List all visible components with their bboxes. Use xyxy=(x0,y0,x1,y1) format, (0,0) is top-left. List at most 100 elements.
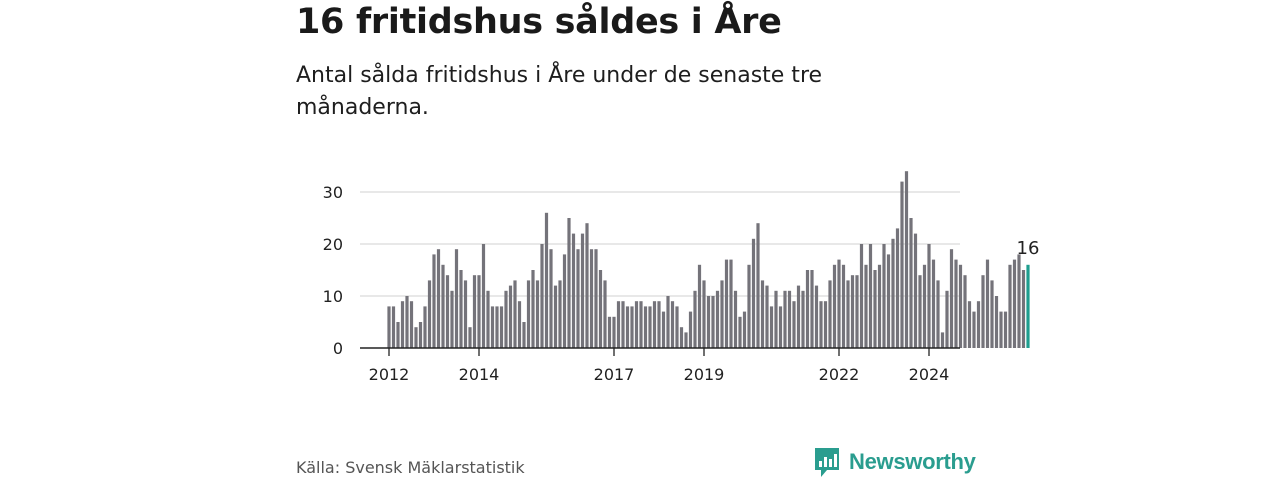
bar xyxy=(756,223,760,348)
bar xyxy=(598,270,603,348)
bar xyxy=(949,249,954,348)
bar xyxy=(508,285,513,348)
bar xyxy=(765,285,769,348)
bar xyxy=(877,264,882,348)
bar xyxy=(967,301,972,348)
bar xyxy=(693,290,697,348)
bar xyxy=(882,244,886,348)
bar xyxy=(1012,259,1017,348)
bar xyxy=(486,290,490,348)
bar xyxy=(729,259,733,348)
bar xyxy=(805,270,810,348)
bar xyxy=(621,301,625,348)
bar xyxy=(1017,254,1021,348)
y-tick-label: 20 xyxy=(323,235,343,254)
bar xyxy=(661,311,666,348)
bar xyxy=(891,238,895,348)
bar xyxy=(837,259,841,348)
x-tick-label: 2017 xyxy=(594,365,635,384)
bar xyxy=(855,275,859,348)
bar xyxy=(400,301,405,348)
bar xyxy=(720,280,724,348)
bar xyxy=(769,306,774,348)
bar xyxy=(490,306,495,348)
bar xyxy=(724,259,729,348)
bar xyxy=(675,306,679,348)
x-tick-label: 2012 xyxy=(369,365,410,384)
x-tick-label: 2014 xyxy=(459,365,500,384)
bar xyxy=(1008,264,1012,348)
bar xyxy=(900,181,904,348)
bar xyxy=(1003,311,1008,348)
bar xyxy=(580,233,585,348)
bar xyxy=(868,244,873,348)
bar xyxy=(652,301,657,348)
bar xyxy=(774,290,778,348)
y-tick-label: 10 xyxy=(323,287,343,306)
bar xyxy=(666,296,670,348)
bar xyxy=(904,171,909,348)
bar xyxy=(535,280,540,348)
bar xyxy=(697,264,702,348)
bar xyxy=(549,249,553,348)
bar xyxy=(684,332,688,348)
chart-title: 16 fritidshus såldes i Åre xyxy=(296,2,782,42)
bar xyxy=(472,275,477,348)
bar xyxy=(634,301,639,348)
bar xyxy=(783,290,787,348)
source-note: Källa: Svensk Mäklarstatistik xyxy=(296,458,525,477)
bar xyxy=(643,306,648,348)
bar xyxy=(414,327,418,348)
bar xyxy=(909,218,913,348)
bar xyxy=(427,280,432,348)
bar xyxy=(841,264,846,348)
bar xyxy=(985,259,990,348)
newsworthy-icon xyxy=(815,448,839,477)
bar xyxy=(945,290,949,348)
bar xyxy=(738,316,742,348)
bar xyxy=(742,311,747,348)
bar xyxy=(990,280,994,348)
bar xyxy=(468,327,472,348)
bar xyxy=(801,290,805,348)
bar xyxy=(517,301,522,348)
bar xyxy=(432,254,436,348)
bar xyxy=(450,290,454,348)
bar xyxy=(787,290,792,348)
bar xyxy=(625,306,630,348)
bar xyxy=(616,301,621,348)
bar xyxy=(972,311,976,348)
bar xyxy=(864,264,868,348)
bar xyxy=(931,259,936,348)
bar xyxy=(589,249,594,348)
bar xyxy=(495,306,499,348)
bar xyxy=(526,280,531,348)
bar xyxy=(981,275,985,348)
data-label: 16 xyxy=(1017,238,1040,259)
bar xyxy=(963,275,967,348)
bar xyxy=(522,322,526,348)
bar xyxy=(913,233,918,348)
bar xyxy=(796,285,801,348)
bar xyxy=(477,275,481,348)
bar xyxy=(994,296,999,348)
bar xyxy=(940,332,945,348)
bar xyxy=(832,264,837,348)
bar xyxy=(679,327,684,348)
bar xyxy=(778,306,783,348)
bar xyxy=(499,306,504,348)
bar xyxy=(810,270,814,348)
bar xyxy=(886,254,891,348)
bar xyxy=(895,228,900,348)
bar xyxy=(630,306,634,348)
bar xyxy=(418,322,423,348)
bar xyxy=(481,244,486,348)
bar xyxy=(958,264,963,348)
bar xyxy=(706,296,711,348)
bar xyxy=(553,285,558,348)
bar xyxy=(922,264,927,348)
bar xyxy=(715,290,720,348)
bar xyxy=(603,280,607,348)
x-tick-label: 2019 xyxy=(684,365,725,384)
bar xyxy=(607,316,612,348)
